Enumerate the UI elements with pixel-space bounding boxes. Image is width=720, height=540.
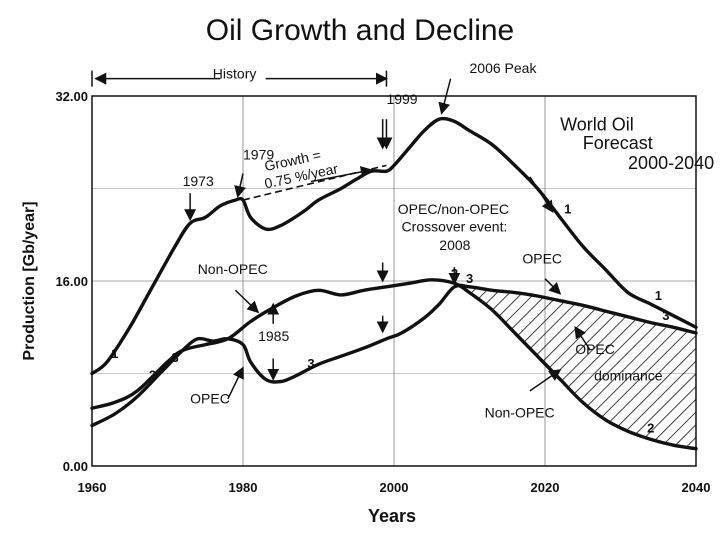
x-tick-label: 2020 bbox=[531, 480, 560, 495]
annotation-2008: 2008 bbox=[439, 237, 470, 253]
x-tick-label: 2040 bbox=[682, 480, 711, 495]
annotation-world-oil: World Oil bbox=[560, 115, 634, 135]
annotation-arrow bbox=[438, 78, 452, 115]
series-marker-1: 1 bbox=[111, 346, 118, 361]
annotation-arrow bbox=[310, 166, 373, 183]
series-marker-3: 3 bbox=[172, 350, 179, 365]
annotation-arrow bbox=[227, 366, 244, 400]
non-opec-line bbox=[90, 278, 698, 451]
annotation-non-opec: Non-OPEC bbox=[198, 261, 268, 277]
series-marker-1: 1 bbox=[655, 288, 662, 303]
annotation-1979: 1979 bbox=[243, 147, 274, 163]
y-axis-label: Production [Gb/year] bbox=[21, 201, 38, 360]
annotation-opec: OPEC bbox=[190, 391, 230, 407]
x-tick-label: 1960 bbox=[78, 480, 107, 495]
annotation-arrow bbox=[234, 173, 246, 199]
opec-dominance-region bbox=[454, 283, 696, 449]
annotation-2000-2040: 2000-2040 bbox=[628, 153, 714, 173]
annotation-arrow bbox=[234, 289, 260, 314]
annotation-arrow bbox=[544, 278, 562, 295]
series-marker-1: 1 bbox=[564, 201, 571, 216]
annotation-opec-non-opec: OPEC/non-OPEC bbox=[398, 201, 509, 217]
annotation-history: History bbox=[213, 66, 257, 82]
annotation-forecast: Forecast bbox=[583, 133, 653, 153]
y-tick-label: 32.00 bbox=[55, 89, 88, 104]
plot-frame bbox=[91, 95, 697, 467]
annotation-arrow bbox=[529, 369, 562, 392]
y-tick-label: 0.00 bbox=[63, 459, 88, 474]
series-marker-3: 3 bbox=[307, 356, 314, 371]
x-tick-label: 1980 bbox=[229, 480, 258, 495]
annotation-arrow bbox=[574, 325, 591, 351]
annotation-1999: 1999 bbox=[386, 91, 417, 107]
series-marker-2: 2 bbox=[647, 421, 654, 436]
annotation-opec: OPEC bbox=[575, 341, 615, 357]
series-marker-3: 3 bbox=[662, 308, 669, 323]
opec-line bbox=[90, 283, 698, 428]
annotation-dominance: dominance bbox=[594, 367, 663, 383]
y-tick-label: 16.00 bbox=[55, 274, 88, 289]
chart-title: Oil Growth and Decline bbox=[205, 14, 515, 47]
annotation-1973: 1973 bbox=[183, 173, 214, 189]
x-axis-label: Years bbox=[368, 506, 416, 526]
series-marker-3: 3 bbox=[466, 271, 473, 286]
annotation-arrow bbox=[529, 176, 554, 213]
x-tick-label: 2000 bbox=[380, 480, 409, 495]
annotation-1985: 1985 bbox=[258, 328, 289, 344]
annotation-opec: OPEC bbox=[522, 251, 562, 267]
annotation-crossover-event: Crossover event: bbox=[402, 218, 508, 234]
series-marker-2: 2 bbox=[149, 368, 156, 383]
annotation-2006-peak: 2006 Peak bbox=[470, 60, 538, 76]
annotation-non-opec: Non-OPEC bbox=[485, 404, 555, 420]
